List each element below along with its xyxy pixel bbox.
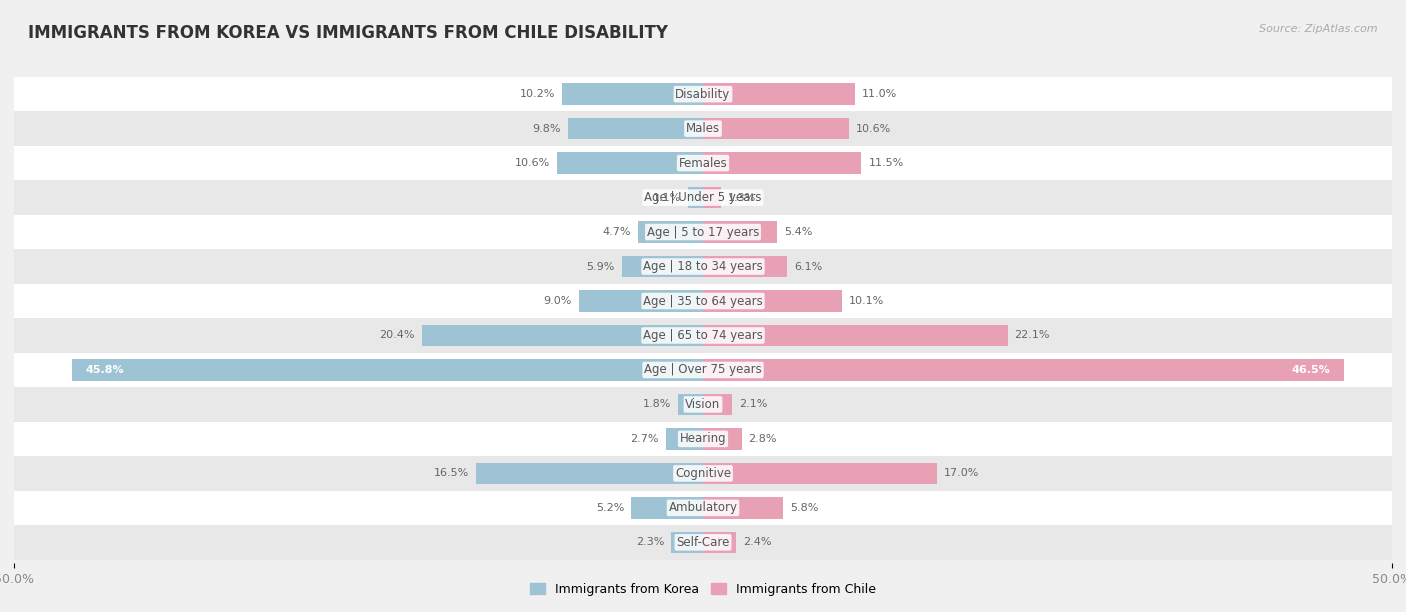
Bar — [14, 249, 1392, 284]
Bar — [703, 325, 1008, 346]
Text: Age | 18 to 34 years: Age | 18 to 34 years — [643, 260, 763, 273]
Text: Self-Care: Self-Care — [676, 536, 730, 549]
Bar — [703, 532, 737, 553]
Bar — [14, 77, 1392, 111]
Bar — [703, 463, 938, 484]
Bar — [688, 187, 703, 208]
Text: 2.4%: 2.4% — [742, 537, 772, 547]
Text: 2.7%: 2.7% — [630, 434, 659, 444]
Text: 1.8%: 1.8% — [643, 400, 671, 409]
Bar — [703, 359, 1344, 381]
Text: IMMIGRANTS FROM KOREA VS IMMIGRANTS FROM CHILE DISABILITY: IMMIGRANTS FROM KOREA VS IMMIGRANTS FROM… — [28, 24, 668, 42]
Bar — [422, 325, 703, 346]
Text: 2.8%: 2.8% — [748, 434, 778, 444]
Bar — [14, 181, 1392, 215]
Bar — [666, 428, 703, 450]
Bar — [14, 422, 1392, 456]
Bar — [631, 497, 703, 518]
Text: 46.5%: 46.5% — [1291, 365, 1330, 375]
Bar — [14, 318, 1392, 353]
Bar — [562, 83, 703, 105]
Text: 1.3%: 1.3% — [728, 193, 756, 203]
Text: Age | Over 75 years: Age | Over 75 years — [644, 364, 762, 376]
Text: Cognitive: Cognitive — [675, 467, 731, 480]
Text: 10.6%: 10.6% — [515, 158, 550, 168]
Text: Age | 65 to 74 years: Age | 65 to 74 years — [643, 329, 763, 342]
Bar — [703, 394, 733, 415]
Text: Vision: Vision — [685, 398, 721, 411]
Text: 11.5%: 11.5% — [869, 158, 904, 168]
Text: 6.1%: 6.1% — [794, 261, 823, 272]
Text: Hearing: Hearing — [679, 433, 727, 446]
Text: 5.2%: 5.2% — [596, 503, 624, 513]
Text: Source: ZipAtlas.com: Source: ZipAtlas.com — [1260, 24, 1378, 34]
Text: 2.3%: 2.3% — [636, 537, 665, 547]
Text: Males: Males — [686, 122, 720, 135]
Bar — [703, 152, 862, 174]
Bar — [14, 491, 1392, 525]
Text: 22.1%: 22.1% — [1014, 330, 1050, 340]
Text: 5.9%: 5.9% — [586, 261, 614, 272]
Bar — [14, 456, 1392, 491]
Text: 5.8%: 5.8% — [790, 503, 818, 513]
Text: Age | Under 5 years: Age | Under 5 years — [644, 191, 762, 204]
Bar — [14, 525, 1392, 559]
Text: 5.4%: 5.4% — [785, 227, 813, 237]
Text: 45.8%: 45.8% — [86, 365, 124, 375]
Bar — [678, 394, 703, 415]
Bar — [475, 463, 703, 484]
Bar — [703, 83, 855, 105]
Text: 10.2%: 10.2% — [520, 89, 555, 99]
Text: 20.4%: 20.4% — [380, 330, 415, 340]
Text: 11.0%: 11.0% — [862, 89, 897, 99]
Text: Ambulatory: Ambulatory — [668, 501, 738, 514]
Bar — [703, 497, 783, 518]
Bar — [14, 353, 1392, 387]
Text: 1.1%: 1.1% — [652, 193, 681, 203]
Bar — [14, 111, 1392, 146]
Text: 2.1%: 2.1% — [738, 400, 768, 409]
Bar — [703, 256, 787, 277]
Bar — [703, 222, 778, 243]
Bar — [621, 256, 703, 277]
Legend: Immigrants from Korea, Immigrants from Chile: Immigrants from Korea, Immigrants from C… — [524, 578, 882, 601]
Bar — [703, 187, 721, 208]
Text: 10.6%: 10.6% — [856, 124, 891, 133]
Bar — [703, 428, 741, 450]
Bar — [703, 290, 842, 312]
Bar — [671, 532, 703, 553]
Bar — [14, 146, 1392, 181]
Text: Females: Females — [679, 157, 727, 170]
Text: 4.7%: 4.7% — [603, 227, 631, 237]
Text: Disability: Disability — [675, 88, 731, 100]
Bar — [14, 215, 1392, 249]
Bar — [638, 222, 703, 243]
Bar — [568, 118, 703, 140]
Bar — [14, 284, 1392, 318]
Text: Age | 5 to 17 years: Age | 5 to 17 years — [647, 226, 759, 239]
Bar — [579, 290, 703, 312]
Bar — [14, 387, 1392, 422]
Text: 9.8%: 9.8% — [533, 124, 561, 133]
Text: 16.5%: 16.5% — [433, 468, 468, 479]
Text: 9.0%: 9.0% — [544, 296, 572, 306]
Text: Age | 35 to 64 years: Age | 35 to 64 years — [643, 294, 763, 307]
Bar — [72, 359, 703, 381]
Text: 17.0%: 17.0% — [945, 468, 980, 479]
Text: 10.1%: 10.1% — [849, 296, 884, 306]
Bar — [703, 118, 849, 140]
Bar — [557, 152, 703, 174]
